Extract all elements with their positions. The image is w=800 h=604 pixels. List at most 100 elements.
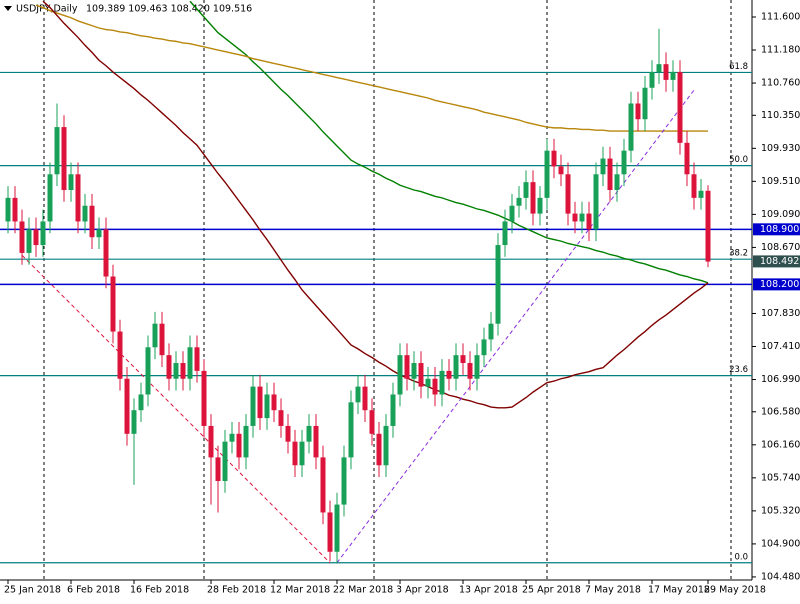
candle-body: [327, 512, 333, 552]
candle-body: [439, 370, 445, 395]
x-tick-label: 25 Jan 2018: [4, 585, 61, 596]
candle-body: [663, 64, 669, 80]
fib-label: 61.8: [729, 62, 748, 72]
x-tick-label: 6 Feb 2018: [67, 585, 120, 596]
moving-average: [42, 0, 709, 409]
candle-body: [404, 355, 410, 379]
candle-body: [278, 410, 284, 426]
candle-body: [5, 197, 11, 222]
candle-body: [656, 64, 662, 73]
y-tick-label: 106.580: [761, 406, 800, 417]
period-separators: [43, 0, 732, 580]
candle-body: [628, 103, 634, 151]
candle-body: [138, 394, 144, 411]
candle-body: [418, 363, 424, 387]
bid-label-box: [753, 255, 800, 268]
candle-body: [579, 213, 585, 222]
x-tick-label: 13 Apr 2018: [459, 585, 518, 596]
candle-body: [355, 386, 361, 403]
y-tick-label: 107.410: [761, 341, 800, 352]
candle-body: [684, 142, 690, 175]
candle-body: [453, 355, 459, 379]
candle-body: [117, 331, 123, 379]
candle-body: [26, 229, 32, 253]
x-tick-label: 16 Feb 2018: [130, 585, 189, 596]
candle-body: [320, 457, 326, 513]
candle-body: [509, 205, 515, 222]
candle-body: [635, 103, 641, 120]
candle-body: [19, 221, 25, 253]
candle-body: [173, 363, 179, 379]
candle-body: [411, 363, 417, 379]
y-tick-label: 107.830: [761, 308, 800, 319]
candle-body: [208, 425, 214, 458]
y-tick-label: 110.760: [761, 78, 800, 89]
y-tick-label: 111.180: [761, 45, 800, 56]
candle-body: [467, 363, 473, 379]
candle-body: [593, 174, 599, 230]
candle-body: [236, 433, 242, 458]
y-tick-label: 104.480: [761, 571, 800, 582]
x-tick-label: 29 May 2018: [704, 585, 766, 596]
candle-body: [390, 394, 396, 426]
candle-body: [215, 457, 221, 481]
candle-body: [12, 197, 18, 222]
candle-body: [383, 425, 389, 466]
candle-body: [306, 425, 312, 442]
candle-body: [481, 339, 487, 356]
y-tick-label: 108.670: [761, 242, 800, 253]
x-tick-label: 17 May 2018: [648, 585, 710, 596]
y-tick-label: 105.320: [761, 505, 800, 516]
candle-body: [257, 386, 263, 419]
candle-body: [194, 347, 200, 371]
price-label-box: [753, 278, 800, 291]
candle-body: [474, 355, 480, 379]
candle-body: [341, 457, 347, 505]
moving-average: [35, 4, 708, 132]
y-tick-label: 109.930: [761, 143, 800, 154]
menu-triangle[interactable]: [4, 6, 12, 11]
ohlc-header: 109.389 109.463 108.420 109.516: [86, 4, 252, 15]
candle-body: [397, 355, 403, 395]
candle-body: [621, 150, 627, 175]
candle-body: [82, 205, 88, 222]
candle-body: [691, 174, 697, 198]
candle-body: [271, 394, 277, 411]
candle-body: [369, 410, 375, 434]
candle-body: [54, 127, 60, 175]
trendline: [336, 89, 695, 564]
moving-average: [189, 0, 709, 284]
candle-body: [243, 425, 249, 458]
candle-body: [446, 370, 452, 379]
candle-body: [250, 386, 256, 426]
candle-body: [313, 425, 319, 458]
candle-body: [586, 213, 592, 230]
candle-body: [131, 410, 137, 434]
candle-body: [362, 386, 368, 411]
candle-body: [530, 182, 536, 214]
candle-body: [558, 166, 564, 175]
candle-body: [432, 378, 438, 395]
candle-body: [110, 276, 116, 332]
candle-body: [551, 150, 557, 167]
y-tick-label: 105.740: [761, 472, 800, 483]
candle-body: [649, 72, 655, 88]
candle-body: [159, 323, 165, 356]
x-tick-label: 28 Feb 2018: [207, 585, 266, 596]
candle-body: [677, 72, 683, 143]
candle-body: [68, 174, 74, 191]
price-label-box: [753, 223, 800, 236]
candle-body: [614, 174, 620, 191]
candle-body: [565, 174, 571, 214]
y-tick-label: 109.510: [761, 176, 800, 187]
candle-body: [544, 150, 550, 198]
candle-body: [152, 323, 158, 348]
y-tick-label: 106.990: [761, 374, 800, 385]
x-tick-label: 22 Mar 2018: [333, 585, 393, 596]
candle-body: [166, 355, 172, 379]
bid-label: 108.492: [760, 256, 799, 267]
candle-body: [285, 425, 291, 442]
candle-body: [537, 197, 543, 214]
